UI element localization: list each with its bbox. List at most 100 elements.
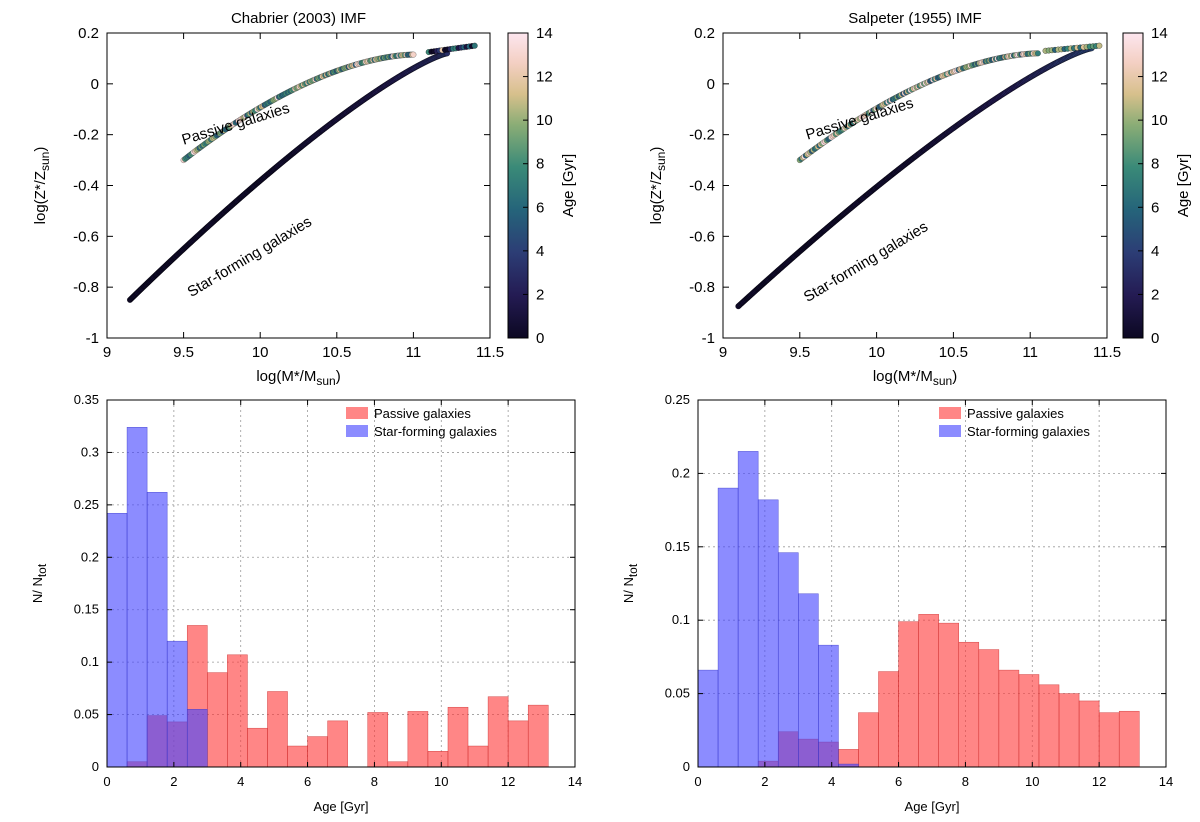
y-axis-label: log(Z*/Zsun) — [32, 147, 52, 225]
passive-bar — [307, 736, 328, 768]
y-tick-label: -0.4 — [689, 178, 715, 195]
x-tick-label: 10 — [434, 774, 448, 789]
star-forming-bar — [757, 499, 779, 768]
y-tick-label: 0.15 — [665, 539, 690, 554]
plot-frame — [106, 399, 576, 768]
colorbar — [1122, 32, 1144, 339]
legend-swatch — [346, 425, 368, 437]
y-tick-label: 0.2 — [672, 465, 690, 480]
y-tick-label: -0.2 — [689, 127, 715, 144]
passive-bar — [1098, 712, 1120, 768]
y-tick-label: -0.8 — [689, 279, 715, 296]
passive-bar — [1058, 693, 1080, 768]
passive-point — [410, 51, 417, 58]
scatter-panel-salpeter: Salpeter (1955) IMF 9 9.5 10 10.5 11 11.5 0.2 0 -… — [648, 10, 1192, 388]
star-forming-bar — [697, 669, 719, 768]
legend-label: Star-forming galaxies — [967, 424, 1090, 439]
colorbar-label: Age [Gyr] — [1175, 154, 1192, 217]
y-tick-label: 0.1 — [672, 612, 690, 627]
colorbar-tick-label: 4 — [1151, 243, 1159, 260]
passive-bar — [467, 745, 489, 768]
y-tick-label: 0.25 — [665, 392, 690, 407]
y-tick-label: -1 — [702, 330, 715, 347]
colorbar-tick-label: 0 — [536, 330, 544, 347]
x-axis-label: Age [Gyr] — [314, 799, 369, 814]
y-tick-label: 0 — [91, 76, 99, 93]
x-tick-label: 9.5 — [789, 344, 810, 361]
colorbar-tick-label: 10 — [1151, 112, 1168, 129]
passive-bar — [1018, 674, 1040, 768]
passive-bar — [1038, 684, 1060, 768]
star-forming-bar — [126, 427, 148, 768]
y-axis-label: log(Z*/Zsun) — [648, 147, 668, 225]
passive-point — [1096, 42, 1103, 49]
star-forming-bar — [186, 709, 208, 768]
colorbar-tick-label: 8 — [1151, 156, 1159, 173]
y-tick-label: 0.25 — [74, 497, 99, 512]
y-tick-label: 0.2 — [81, 549, 99, 564]
y-tick-label: 0.2 — [694, 25, 715, 42]
y-tick-label: -0.6 — [689, 228, 715, 245]
x-tick-label: 11.5 — [1093, 344, 1121, 361]
x-axis-label: Age [Gyr] — [905, 799, 960, 814]
y-tick-label: 0.15 — [74, 602, 99, 617]
x-tick-label: 4 — [237, 774, 244, 789]
passive-bar — [267, 691, 288, 768]
x-tick-label: 12 — [1092, 774, 1106, 789]
y-tick-label: -0.4 — [73, 178, 99, 195]
legend-label: Passive galaxies — [374, 406, 471, 421]
colorbar-tick-label: 6 — [1151, 199, 1159, 216]
star-forming-bar — [777, 552, 799, 768]
x-tick-label: 12 — [501, 774, 515, 789]
x-tick-label: 10 — [252, 344, 269, 361]
star-forming-bar — [737, 451, 759, 768]
y-tick-label: 0.35 — [74, 392, 99, 407]
y-tick-label: 0.05 — [665, 686, 690, 701]
star-forming-bar — [166, 640, 188, 768]
x-axis-label: log(M*/Msun) — [256, 368, 340, 388]
passive-bar — [227, 654, 248, 768]
colorbar-tick-label: 14 — [1151, 25, 1168, 42]
y-tick-label: 0.3 — [81, 444, 99, 459]
x-tick-label: 10.5 — [939, 344, 968, 361]
x-tick-label: 14 — [568, 774, 582, 789]
colorbar-tick-label: 0 — [1151, 330, 1159, 347]
passive-bar — [427, 751, 449, 768]
passive-bar — [1078, 700, 1100, 768]
x-tick-label: 11.5 — [476, 344, 504, 361]
scatter-panel-chabrier: Chabrier (2003) IMF 9 9.5 10 10.5 11 11.5 0.2 0 -… — [32, 10, 577, 388]
x-tick-label: 10 — [868, 344, 885, 361]
x-tick-label: 9.5 — [173, 344, 194, 361]
legend-swatch — [939, 425, 961, 437]
x-axis-label: log(M*/Msun) — [873, 368, 957, 388]
colorbar-tick-label: 2 — [536, 286, 544, 303]
legend-swatch — [939, 407, 961, 419]
y-tick-label: 0.05 — [74, 707, 99, 722]
y-tick-label: 0.1 — [81, 654, 99, 669]
star-forming-bar — [798, 593, 819, 768]
passive-bar — [898, 621, 919, 768]
y-tick-label: 0 — [92, 759, 99, 774]
x-tick-label: 9 — [719, 344, 727, 361]
y-axis-label: N/ Ntot — [30, 563, 49, 603]
x-tick-label: 11 — [406, 344, 422, 361]
x-tick-label: 9 — [103, 344, 111, 361]
star-forming-bar — [818, 644, 839, 768]
y-tick-label: 0.2 — [78, 25, 99, 42]
plot-frame — [697, 399, 1167, 768]
x-tick-label: 2 — [761, 774, 768, 789]
colorbar-tick-label: 12 — [536, 69, 553, 86]
colorbar-tick-label: 4 — [536, 243, 544, 260]
passive-bar — [978, 649, 1000, 768]
plot-frame — [722, 32, 1108, 339]
passive-point — [1034, 50, 1041, 57]
y-tick-label: -0.2 — [73, 127, 99, 144]
passive-bar — [287, 745, 308, 768]
y-tick-label: -1 — [86, 330, 99, 347]
y-tick-label: 0 — [683, 759, 690, 774]
passive-point — [471, 42, 478, 49]
passive-bar — [247, 727, 268, 768]
x-tick-label: 4 — [828, 774, 835, 789]
passive-bar — [507, 720, 529, 768]
